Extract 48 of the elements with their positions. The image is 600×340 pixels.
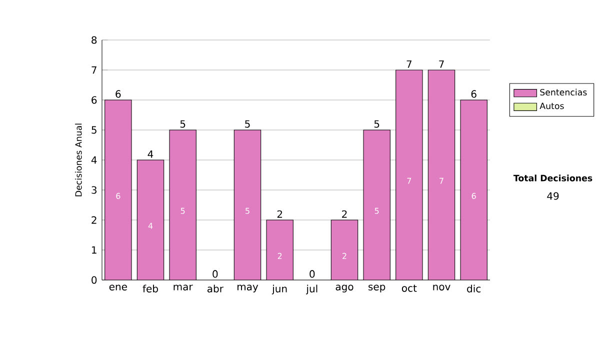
x-tick-label: nov (433, 284, 450, 290)
data-label: 7 (407, 178, 412, 184)
legend-label: Sentencias (540, 88, 587, 96)
data-label: 5 (374, 208, 379, 214)
total-label: 2 (342, 210, 347, 218)
x-tick-label: jun (272, 284, 287, 294)
y-tick-label: 8 (92, 36, 97, 44)
data-label: 2 (342, 252, 346, 259)
data-label: 7 (440, 178, 444, 184)
x-tick-label: mar (174, 284, 193, 290)
x-tick-label: abr (207, 284, 224, 292)
x-tick-label: ago (336, 284, 354, 292)
data-label: 4 (148, 222, 153, 229)
total-label: 7 (439, 60, 444, 68)
y-axis-title: Decisiones Anual (75, 124, 82, 196)
y-tick-label: 7 (92, 66, 96, 74)
x-tick-label: oct (402, 284, 417, 292)
total-label: 4 (148, 150, 154, 158)
y-tick-label: 3 (92, 186, 96, 194)
total-label: 6 (471, 90, 476, 98)
data-label: 6 (116, 192, 120, 199)
total-label: 5 (245, 120, 250, 128)
total-label: 2 (277, 210, 282, 218)
y-tick-label: 6 (92, 96, 97, 104)
x-tick-label: may (238, 284, 258, 292)
y-tick-label: 1 (92, 246, 96, 254)
total-label: 0 (212, 270, 218, 278)
data-label: 2 (278, 252, 282, 259)
data-label: 5 (180, 208, 185, 214)
y-tick-label: 0 (92, 276, 97, 284)
total-label: 6 (116, 90, 121, 98)
total-label: 5 (374, 120, 380, 128)
text: Total Decisiones (513, 174, 592, 182)
legend-label: Autos (540, 102, 564, 110)
y-tick-label: 2 (92, 216, 96, 224)
x-tick-label: feb (142, 284, 158, 292)
total-label: 5 (180, 120, 186, 128)
x-tick-label: sep (368, 284, 386, 292)
total-label: 0 (310, 270, 315, 278)
x-tick-label: dic (467, 284, 481, 292)
text: 49 (547, 192, 559, 200)
x-tick-label: ene (109, 284, 127, 290)
y-tick-label: 4 (91, 156, 97, 164)
data-label: 6 (472, 192, 476, 199)
total-label: 7 (406, 60, 412, 68)
x-tick-label: jul (306, 284, 318, 294)
y-tick-label: 5 (92, 126, 96, 134)
data-label: 5 (246, 208, 250, 214)
